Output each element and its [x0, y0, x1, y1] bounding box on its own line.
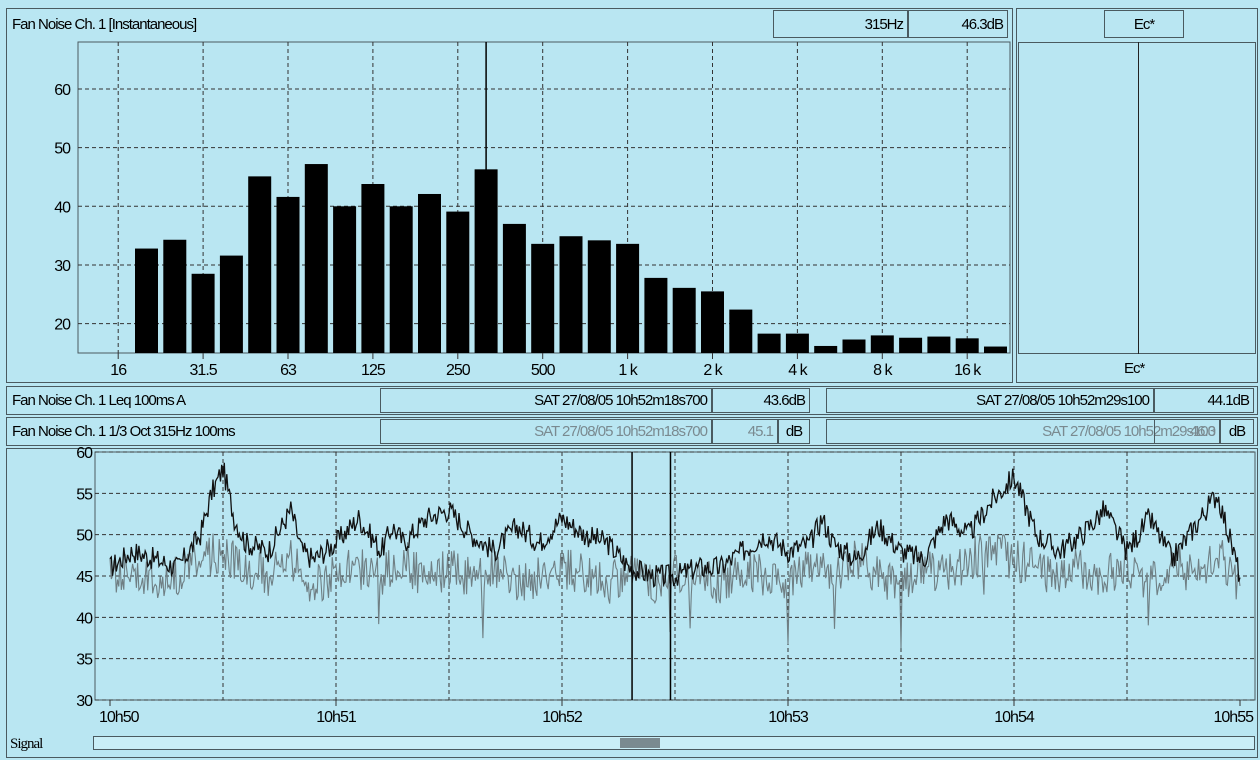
time-y-tick-label: 55 — [76, 486, 93, 503]
info-row-leq-time-2: SAT 27/08/05 10h52m29s100 — [826, 388, 1154, 413]
spectrum-x-tick-label: 4 k — [788, 362, 808, 379]
spectrum-bar[interactable] — [276, 196, 300, 353]
time-y-tick-label: 30 — [76, 693, 93, 710]
spectrum-bar[interactable] — [785, 333, 809, 353]
time-y-tick-label: 40 — [76, 610, 93, 627]
spectrum-bar[interactable] — [644, 277, 668, 353]
spectrum-chart[interactable]: 20 30 40 50 60 16 31.5 63 125 250 500 1 k 2 k 4 k 8 k… — [0, 0, 1013, 383]
spectrum-bar[interactable] — [219, 255, 243, 353]
spectrum-bar[interactable] — [701, 291, 724, 353]
spectrum-bar[interactable] — [559, 236, 583, 353]
spectrum-x-tick-label: 16 k — [954, 362, 982, 379]
info-row-leq-value-2: 44.1dB — [1154, 388, 1254, 413]
info-row-leq-time-1: SAT 27/08/05 10h52m18s700 — [380, 388, 712, 413]
spectrum-bar[interactable] — [984, 346, 1007, 353]
signal-scrollbar[interactable] — [93, 736, 1255, 750]
spectrum-x-tick-label: 31.5 — [190, 362, 218, 379]
spectrum-bar[interactable] — [616, 243, 640, 353]
info-row-leq — [6, 386, 1258, 415]
info-row-band — [6, 417, 1258, 446]
info-row-band-value-1: 45.1 — [712, 419, 778, 444]
spectrum-bar[interactable] — [531, 243, 555, 353]
info-row-leq-value-1: 43.6dB — [712, 388, 810, 413]
side-panel-footer: Ec* — [1124, 360, 1145, 377]
band-315hz-trace — [109, 533, 1241, 649]
info-row-band-label: Fan Noise Ch. 1 1/3 Oct 315Hz 100ms — [12, 423, 236, 440]
spectrum-bar[interactable] — [446, 211, 470, 353]
spectrum-bar[interactable] — [191, 273, 215, 353]
spectrum-bar[interactable] — [248, 176, 272, 353]
spectrum-bar[interactable] — [870, 335, 894, 353]
spectrum-y-tick-label: 60 — [54, 82, 71, 99]
spectrum-x-tick-label: 125 — [361, 362, 386, 379]
scrollbar-label: Signal — [10, 736, 43, 752]
cursor-level-readout: 46.3dB — [908, 10, 1008, 38]
spectrum-bar[interactable] — [842, 339, 866, 353]
time-y-tick-label: 45 — [76, 569, 93, 586]
spectrum-bar[interactable] — [502, 223, 526, 353]
cursor-frequency-readout: 315Hz — [773, 10, 908, 38]
info-row-band-value-2: 46.3 — [1154, 419, 1220, 444]
spectrum-x-tick-label: 1 k — [618, 362, 638, 379]
time-x-tick-label: 10h52 — [542, 709, 583, 726]
side-panel-header: Ec* — [1104, 10, 1184, 38]
spectrum-y-tick-label: 20 — [54, 317, 71, 334]
spectrum-y-tick-label: 30 — [54, 258, 71, 275]
info-row-band-unit-2: dB — [1220, 419, 1254, 444]
spectrum-title: Fan Noise Ch. 1 [Instantaneous] — [12, 16, 197, 33]
time-x-tick-label: 10h55 — [1214, 709, 1255, 726]
side-panel-plot — [1018, 42, 1256, 354]
spectrum-bar[interactable] — [135, 248, 158, 353]
info-row-band-unit-1: dB — [778, 419, 810, 444]
spectrum-bar[interactable] — [672, 287, 696, 353]
time-x-tick-label: 10h54 — [994, 709, 1035, 726]
spectrum-y-tick-label: 40 — [54, 199, 71, 216]
spectrum-bar[interactable] — [587, 240, 611, 353]
spectrum-bar[interactable] — [333, 206, 357, 353]
time-y-tick-label: 50 — [76, 528, 93, 545]
spectrum-bar[interactable] — [389, 206, 413, 353]
time-x-tick-label: 10h51 — [316, 709, 357, 726]
spectrum-x-tick-label: 500 — [531, 362, 556, 379]
spectrum-x-tick-label: 8 k — [873, 362, 893, 379]
spectrum-x-tick-label: 2 k — [703, 362, 723, 379]
spectrum-x-tick-label: 250 — [446, 362, 471, 379]
spectrum-bar[interactable] — [418, 193, 441, 353]
scrollbar-thumb[interactable] — [620, 738, 661, 748]
spectrum-bar[interactable] — [955, 338, 979, 353]
spectrum-bar[interactable] — [729, 309, 753, 353]
time-x-tick-label: 10h50 — [99, 709, 140, 726]
spectrum-bar[interactable] — [361, 184, 385, 353]
info-row-band-time-1: SAT 27/08/05 10h52m18s700 — [380, 419, 712, 444]
spectrum-bar[interactable] — [814, 345, 838, 353]
spectrum-y-tick-label: 50 — [54, 141, 71, 158]
spectrum-bar[interactable] — [927, 336, 951, 353]
leq-trace — [109, 462, 1241, 588]
side-panel-marker — [1138, 42, 1139, 354]
spectrum-x-tick-label: 63 — [280, 362, 297, 379]
time-x-tick-label: 10h53 — [768, 709, 809, 726]
spectrum-bar[interactable] — [163, 239, 187, 353]
spectrum-bar[interactable] — [899, 337, 923, 353]
spectrum-bar[interactable] — [304, 164, 328, 353]
time-y-tick-label: 60 — [76, 445, 93, 462]
spectrum-bar[interactable] — [757, 333, 781, 353]
spectrum-x-tick-label: 16 — [110, 362, 127, 379]
info-row-leq-label: Fan Noise Ch. 1 Leq 100ms A — [12, 392, 186, 409]
time-y-tick-label: 35 — [76, 652, 93, 669]
